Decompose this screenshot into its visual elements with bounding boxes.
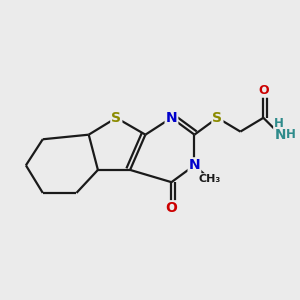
Text: N: N: [274, 128, 286, 142]
Text: N: N: [189, 158, 200, 172]
Text: S: S: [111, 111, 121, 125]
Text: H: H: [286, 128, 296, 141]
Text: N: N: [166, 111, 177, 125]
Text: S: S: [212, 111, 222, 125]
Text: H: H: [274, 118, 284, 130]
Text: CH₃: CH₃: [199, 174, 221, 184]
Text: O: O: [166, 201, 177, 215]
Text: O: O: [258, 84, 269, 97]
